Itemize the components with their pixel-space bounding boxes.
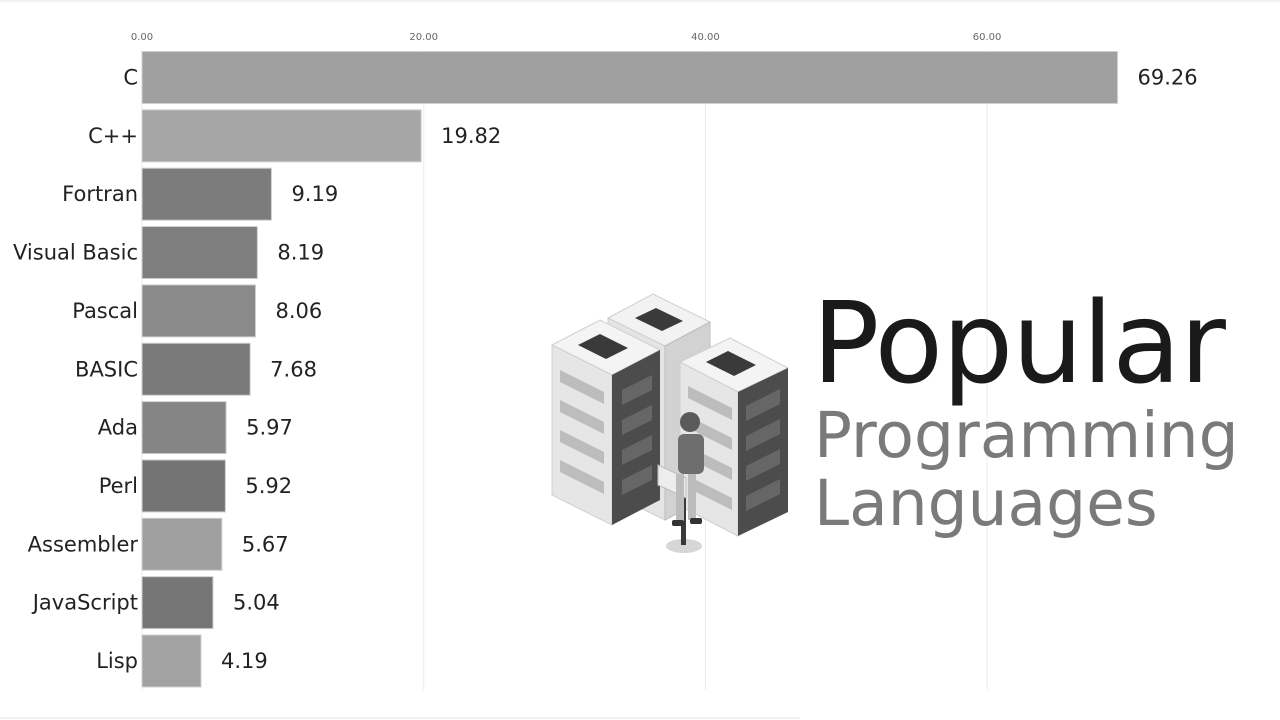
value-labels: 69.26 19.82 9.19 8.19 8.06 7.68 5.97 5.92 5.67 5.… <box>221 66 1198 674</box>
title-languages: Languages <box>814 467 1158 540</box>
value-label: 9.19 <box>291 182 338 206</box>
value-label: 69.26 <box>1138 66 1198 90</box>
x-tick-label: 0.00 <box>131 32 153 43</box>
server-right-icon <box>678 337 790 537</box>
value-label: 8.19 <box>277 241 324 265</box>
bar-5 <box>141 342 251 396</box>
category-label: Visual Basic <box>13 241 138 265</box>
category-label: Fortran <box>62 182 138 206</box>
bar-7 <box>141 459 226 513</box>
category-label: Assembler <box>28 532 139 556</box>
value-label: 5.97 <box>246 416 293 440</box>
value-label: 5.04 <box>233 591 280 615</box>
category-label: Pascal <box>72 299 138 323</box>
bar-9 <box>141 576 214 630</box>
bar-2 <box>141 167 272 221</box>
bar-3 <box>141 226 258 280</box>
x-tick-label: 20.00 <box>409 32 438 43</box>
bar-10 <box>141 634 202 688</box>
server-illustration <box>550 293 790 553</box>
value-label: 7.68 <box>270 357 317 381</box>
bar-4 <box>141 284 257 338</box>
value-label: 5.67 <box>242 532 289 556</box>
x-axis-ticks: 0.00 20.00 40.00 60.00 <box>131 32 1002 43</box>
bar-8 <box>141 517 223 571</box>
title-popular: Popular <box>812 279 1226 409</box>
bar-1 <box>141 109 422 163</box>
x-tick-label: 40.00 <box>691 32 720 43</box>
value-label: 19.82 <box>441 124 501 148</box>
category-label: Ada <box>98 416 138 440</box>
category-label: Lisp <box>96 649 138 673</box>
x-tick-label: 60.00 <box>973 32 1002 43</box>
server-left-icon <box>550 319 662 526</box>
value-label: 8.06 <box>276 299 323 323</box>
value-label: 5.92 <box>245 474 292 498</box>
category-label: C++ <box>88 124 138 148</box>
person-icon <box>657 412 704 553</box>
category-labels: C C++ Fortran Visual Basic Pascal BASIC Ada Per… <box>13 66 138 674</box>
title-programming: Programming <box>814 399 1239 472</box>
category-label: Perl <box>99 474 138 498</box>
category-label: JavaScript <box>31 591 138 615</box>
category-label: C <box>123 66 138 90</box>
bar-6 <box>141 401 227 455</box>
category-label: BASIC <box>75 357 138 381</box>
value-label: 4.19 <box>221 649 268 673</box>
bars <box>141 51 1119 688</box>
bar-0 <box>141 51 1119 104</box>
